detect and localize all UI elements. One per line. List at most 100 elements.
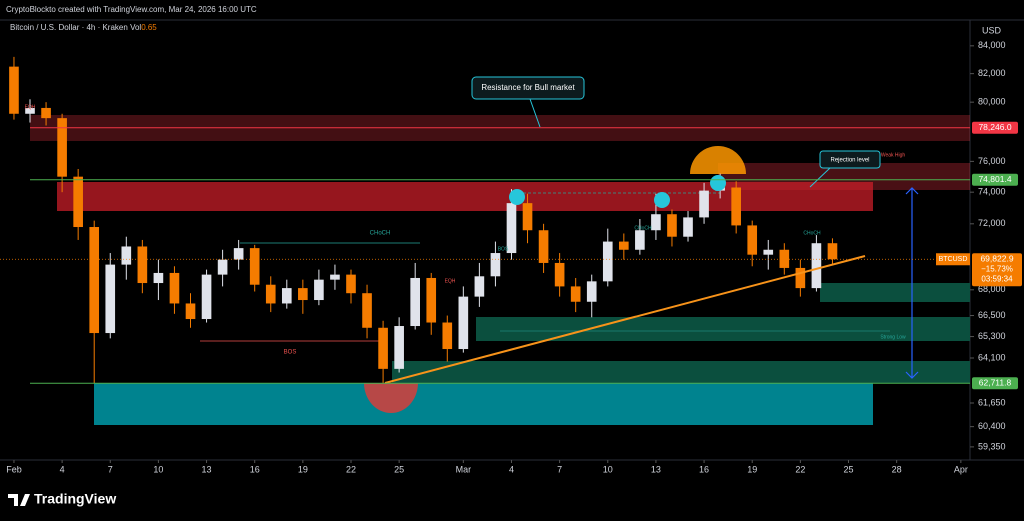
volume-label: Vol xyxy=(130,23,141,32)
candle-body xyxy=(25,107,35,114)
candle-body xyxy=(169,272,180,304)
demand-zone xyxy=(820,283,970,302)
y-tick-label: 72,000 xyxy=(978,218,1006,228)
footer-logo: TradingView xyxy=(8,491,116,507)
x-tick-label: 7 xyxy=(108,464,113,474)
candle-body xyxy=(105,264,116,334)
arrow-heads xyxy=(905,187,919,379)
x-tick-label: 22 xyxy=(795,464,805,474)
candle-body xyxy=(506,203,517,254)
x-tick-label: 10 xyxy=(153,464,163,474)
currency: USD xyxy=(982,25,1002,35)
bottom-highlight xyxy=(364,383,418,413)
y-tick-label: 64,100 xyxy=(978,352,1006,362)
callout-pointer xyxy=(529,98,541,128)
annotation: CHoCH xyxy=(634,225,652,231)
candle-body xyxy=(362,293,372,328)
x-tick-label: Apr xyxy=(954,464,968,474)
candle-body xyxy=(458,296,469,350)
candle-body xyxy=(346,274,356,294)
candle-body xyxy=(265,284,276,304)
footer-brand: TradingView xyxy=(34,491,116,507)
last-price-box xyxy=(972,253,1022,287)
logo-mark xyxy=(8,494,30,506)
candle-body xyxy=(651,214,661,231)
candle-body xyxy=(554,262,565,287)
y-tick-label: 59,350 xyxy=(978,441,1006,451)
x-tick-label: 13 xyxy=(651,464,661,474)
price-label-box xyxy=(972,121,1018,134)
x-tick-label: 28 xyxy=(892,464,902,474)
candle-body xyxy=(394,326,404,369)
candle-body xyxy=(490,253,501,277)
candle-body xyxy=(795,267,806,289)
legend-title: Bitcoin / U.S. Dollar · 4h · Kraken xyxy=(10,23,128,32)
top-highlight xyxy=(690,146,746,174)
symbol-legend: Bitcoin / U.S. Dollar · 4h · Kraken Vol0… xyxy=(10,23,157,32)
candle-body xyxy=(827,243,838,260)
candle-body xyxy=(281,288,292,304)
x-tick-label: 22 xyxy=(346,464,356,474)
y-tick-label: 74,000 xyxy=(978,187,1006,197)
callout-pointer xyxy=(809,167,831,188)
y-tick-label: 80,000 xyxy=(978,97,1006,107)
candle-body xyxy=(330,274,340,280)
candle-body xyxy=(779,249,790,268)
candle-body xyxy=(121,246,132,265)
y-tick-label: 60,400 xyxy=(978,421,1006,431)
candle-body xyxy=(426,277,437,323)
annotation: CHoCH xyxy=(803,230,821,236)
supply-zone xyxy=(57,182,873,211)
candle-body xyxy=(233,248,244,260)
support-zone xyxy=(94,383,873,425)
candle-body xyxy=(378,327,388,369)
candle-body xyxy=(570,286,581,302)
candle-body xyxy=(185,303,196,320)
price-label-box xyxy=(972,377,1018,390)
candle-body xyxy=(522,203,533,231)
touch-marker xyxy=(710,175,726,191)
candle-body xyxy=(201,274,212,320)
candle-body xyxy=(249,248,260,285)
touch-marker xyxy=(654,192,670,208)
y-tick-label: 84,000 xyxy=(978,40,1006,50)
x-tick-label: 19 xyxy=(298,464,308,474)
x-tick-label: 25 xyxy=(394,464,404,474)
candle-body xyxy=(747,225,758,255)
range-arrow xyxy=(905,187,919,379)
price-label: 78,246.0 xyxy=(978,122,1011,132)
y-tick-label: 82,000 xyxy=(978,68,1006,78)
candle-body xyxy=(635,230,645,250)
candle-body xyxy=(153,272,164,284)
y-tick-label: 66,500 xyxy=(978,310,1006,320)
x-tick-label: 13 xyxy=(202,464,212,474)
candle-body xyxy=(41,107,51,119)
y-tick-label: 65,300 xyxy=(978,331,1006,341)
candle-body xyxy=(538,230,549,263)
price-label: 62,711.8 xyxy=(979,378,1012,388)
candles xyxy=(9,56,838,384)
x-tick-label: Feb xyxy=(6,464,22,474)
annotation: Rejection level xyxy=(830,158,869,164)
y-tick-label: 61,650 xyxy=(978,397,1006,407)
candle-body xyxy=(474,276,485,297)
candle-body xyxy=(9,66,19,114)
candle-body xyxy=(314,279,324,301)
candle-body xyxy=(217,259,228,275)
x-tick-label: 25 xyxy=(844,464,854,474)
touch-marker xyxy=(509,189,525,205)
candle-body xyxy=(602,241,613,282)
y-tick-label: 68,000 xyxy=(978,284,1006,294)
candle-body xyxy=(298,288,308,301)
candle-body xyxy=(811,243,822,289)
last-price-label: 69,822.9 xyxy=(980,254,1013,264)
callout-box xyxy=(819,150,881,169)
candle-body xyxy=(89,227,100,334)
price-change: −15.73% xyxy=(981,264,1013,273)
candle-body xyxy=(442,322,453,350)
candle-body xyxy=(586,281,597,302)
x-tick-label: 7 xyxy=(557,464,562,474)
header-caption: CryptoBlockto created with TradingView.c… xyxy=(6,5,257,14)
